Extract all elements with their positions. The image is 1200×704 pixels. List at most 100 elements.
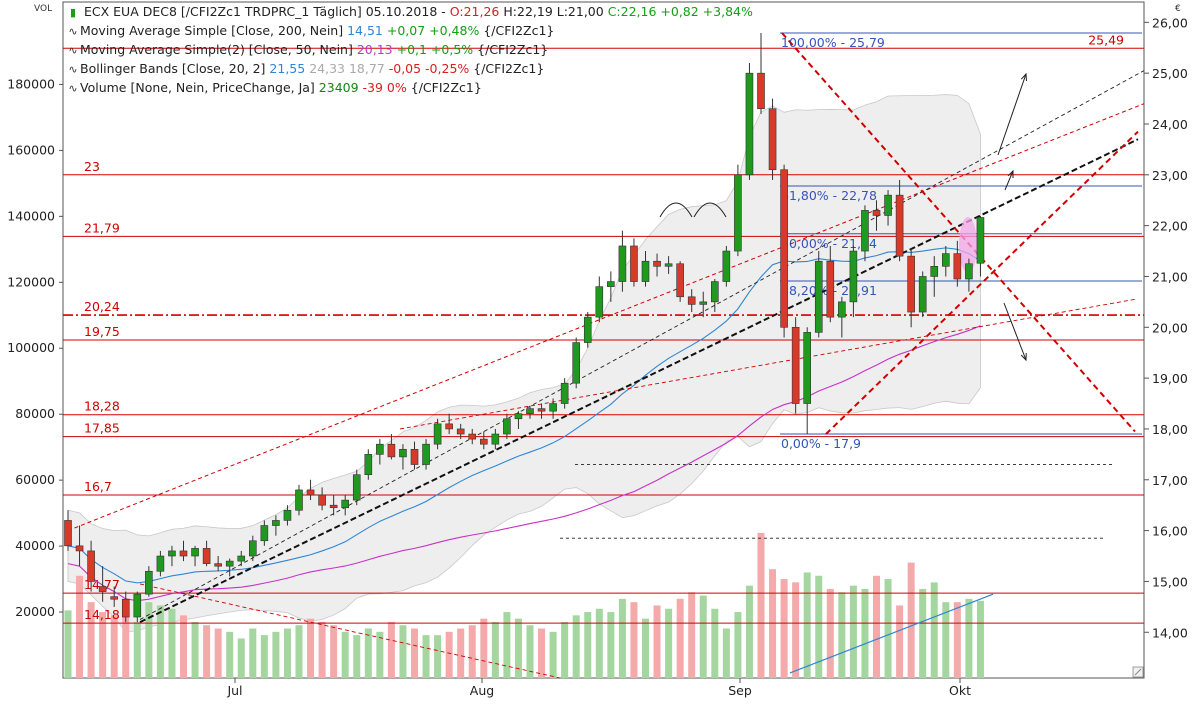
month-label: Okt [949,683,971,698]
volume-bar [688,592,696,678]
pattern-arc [659,202,693,218]
price-tick-label: 18,00 [1152,422,1188,437]
volume-tick-label: 80000 [15,406,55,421]
resize-grip-line [1134,668,1142,676]
volume-tick-label: 180000 [7,76,55,91]
legend-ma200-value: 14,51 [347,23,383,38]
candle-up [803,332,812,404]
price-tick-label: 15,00 [1152,574,1188,589]
candle-down [110,596,118,600]
candle-down [329,504,338,509]
header-title: ECX EUA DEC8 [/CFI2Zc1 TRDPRC_1 Täglich]… [83,4,446,19]
volume-bar [503,612,511,678]
volume-bar [884,579,892,678]
volume-bar [595,608,603,678]
candle-up [583,316,592,343]
ma200-line [789,593,994,674]
volume-bar [965,598,973,678]
candle-up [156,555,165,572]
legend-ma50-value: 20,13 [356,42,393,57]
candle-down [653,260,661,267]
header-hlc: H:22,19 L:21,00 [503,4,604,19]
volume-tick-label: 100000 [7,340,55,355]
volume-bar [156,605,164,678]
price-tick-label: 17,00 [1152,473,1188,488]
chart-header: ▮ ECX EUA DEC8 [/CFI2Zc1 TRDPRC_1 Täglic… [66,4,753,21]
candle-up [965,263,973,280]
volume-bar [538,628,546,678]
price-tick-label: 22,00 [1152,219,1188,234]
arrow-head [1020,72,1027,82]
candle-up [838,301,846,318]
volume-bar [734,612,742,678]
level-label: 25,49 [1088,32,1124,47]
pattern-arc [693,202,727,218]
legend-volume-value: 23409 [318,80,359,95]
volume-bar [399,625,407,678]
volume-tick-label: 40000 [15,538,55,553]
arrow-head [1007,169,1014,179]
candle-up [976,217,985,264]
volume-bar [745,585,753,678]
legend-bollinger-label: Bollinger Bands [Close, 20, 2] [80,61,266,76]
volume-bar [87,602,95,678]
level-label: 18,28 [84,399,120,414]
candle-up [618,245,627,282]
candle-up [722,250,731,282]
volume-bar [387,621,395,678]
volume-bar [607,612,615,678]
volume-bar [561,621,569,678]
candle-up [641,260,650,282]
candle-up [225,560,234,567]
candle-up [491,433,500,445]
candle-up [884,194,892,216]
price-tick-label: 20,00 [1152,320,1188,335]
candle-down [676,263,684,298]
trendline-red-up [825,130,1139,435]
candle-up [272,520,280,526]
legend-volume[interactable]: ∿ Volume [None, Nein, PriceChange, Ja] 23… [66,80,481,97]
candle-down [757,72,765,110]
bollinger-middle-line [67,247,981,584]
legend-ma50-change: +0,1 +0,5% [396,42,474,57]
trendline-down [67,103,1145,532]
volume-bar [283,628,291,678]
volume-bar [480,618,488,678]
candle-down [907,255,915,313]
price-tick-label: 26,00 [1152,15,1188,30]
candle-up [260,525,269,542]
legend-bollinger[interactable]: ∿ Bollinger Bands [Close, 20, 2] 21,55 24… [66,61,544,78]
volume-bar [676,598,684,678]
candle-down [468,433,477,440]
volume-bar [364,628,372,678]
volume-bar [330,625,338,678]
volume-axis-label: VOL [34,4,53,14]
candle-up [283,509,292,521]
candle-down [318,494,326,506]
candle-up [376,443,384,455]
trendline-red-down [781,32,1136,433]
volume-bar [376,631,384,678]
volume-bar [849,585,857,678]
volume-bar [272,631,280,678]
legend-ma50-ric: {/CFI2Zc1} [477,42,549,57]
volume-bar [214,628,222,678]
legend-ma50[interactable]: ∿ Moving Average Simple(2) [Close, 50, Ne… [66,42,548,59]
candle-up [930,266,939,277]
currency-axis-label: € [1175,4,1181,14]
legend-ma200[interactable]: ∿ Moving Average Simple [Close, 200, Nein… [66,23,554,40]
volume-bar [122,608,130,678]
legend-bollinger-bands: 24,33 18,77 [309,61,385,76]
forecast-arrow [1004,170,1014,191]
volume-bar [445,631,453,678]
candle-up [249,540,257,557]
candle-up [572,342,581,384]
volume-bar [572,615,580,678]
candle-down [895,194,904,257]
volume-bar [699,595,707,678]
volume-bar [145,602,153,678]
candle-up [341,499,350,509]
candle-up [595,286,604,318]
